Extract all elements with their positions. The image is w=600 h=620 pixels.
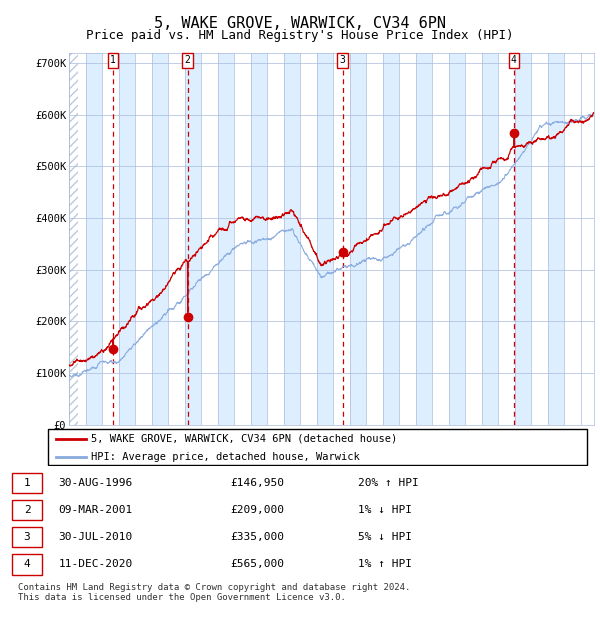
Bar [317,53,333,425]
FancyBboxPatch shape [12,500,42,520]
FancyBboxPatch shape [48,429,587,465]
Bar [135,53,152,425]
Bar [515,53,531,425]
Bar [300,53,317,425]
Bar [168,53,185,425]
Bar [69,53,78,425]
Bar [333,53,350,425]
FancyBboxPatch shape [12,554,42,575]
Bar [432,53,449,425]
Bar [284,53,300,425]
Bar [548,53,564,425]
Text: 30-AUG-1996: 30-AUG-1996 [58,478,133,488]
Text: 2: 2 [23,505,31,515]
Bar [449,53,465,425]
Bar [383,53,399,425]
Bar [581,53,594,425]
Text: 1% ↓ HPI: 1% ↓ HPI [358,505,412,515]
Bar [152,53,168,425]
Text: £565,000: £565,000 [230,559,284,569]
Bar [201,53,218,425]
Text: 3: 3 [23,532,31,542]
Bar [416,53,432,425]
Text: £335,000: £335,000 [230,532,284,542]
Text: £146,950: £146,950 [230,478,284,488]
Text: 1: 1 [110,55,116,66]
Text: 30-JUL-2010: 30-JUL-2010 [58,532,133,542]
Bar [531,53,548,425]
Text: 4: 4 [23,559,31,569]
Bar [218,53,234,425]
Bar [119,53,135,425]
FancyBboxPatch shape [12,527,42,547]
Text: 5, WAKE GROVE, WARWICK, CV34 6PN: 5, WAKE GROVE, WARWICK, CV34 6PN [154,16,446,30]
Bar [399,53,416,425]
Text: 5% ↓ HPI: 5% ↓ HPI [358,532,412,542]
Bar [350,53,366,425]
Bar [482,53,498,425]
Bar [564,53,581,425]
FancyBboxPatch shape [12,472,42,494]
Bar [366,53,383,425]
Text: Price paid vs. HM Land Registry's House Price Index (HPI): Price paid vs. HM Land Registry's House … [86,29,514,42]
Bar [86,53,102,425]
Bar [102,53,119,425]
Text: £209,000: £209,000 [230,505,284,515]
Text: 4: 4 [511,55,517,66]
Text: 1: 1 [23,478,31,488]
Bar [185,53,201,425]
Bar [251,53,267,425]
Text: 2: 2 [185,55,190,66]
Text: 09-MAR-2001: 09-MAR-2001 [58,505,133,515]
Bar [267,53,284,425]
Bar [465,53,482,425]
Text: 5, WAKE GROVE, WARWICK, CV34 6PN (detached house): 5, WAKE GROVE, WARWICK, CV34 6PN (detach… [91,433,398,443]
Text: 3: 3 [340,55,346,66]
Bar [69,53,86,425]
Text: HPI: Average price, detached house, Warwick: HPI: Average price, detached house, Warw… [91,451,360,462]
Text: Contains HM Land Registry data © Crown copyright and database right 2024.
This d: Contains HM Land Registry data © Crown c… [18,583,410,602]
Text: 1% ↑ HPI: 1% ↑ HPI [358,559,412,569]
Text: 20% ↑ HPI: 20% ↑ HPI [358,478,419,488]
Bar [498,53,515,425]
Bar [234,53,251,425]
Text: 11-DEC-2020: 11-DEC-2020 [58,559,133,569]
